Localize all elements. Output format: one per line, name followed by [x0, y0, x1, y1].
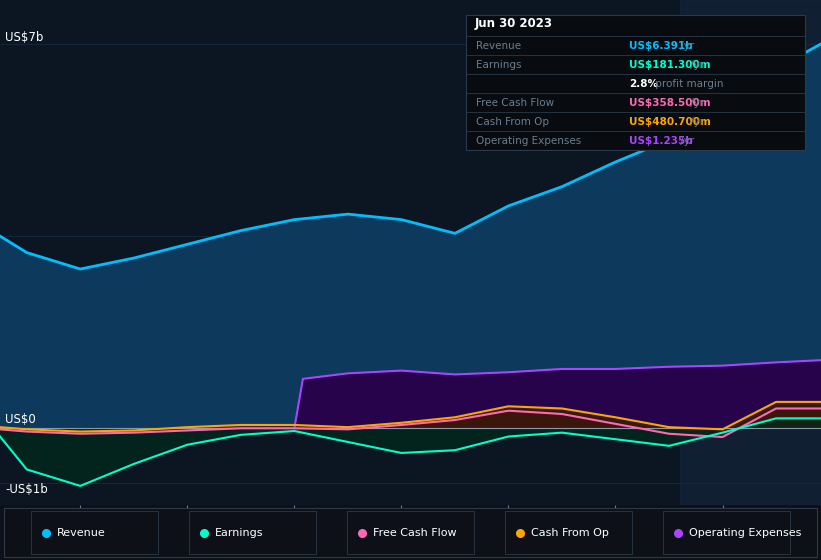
Text: /yr: /yr	[687, 116, 704, 127]
Text: Jun 30 2023: Jun 30 2023	[475, 17, 553, 30]
Text: US$1.235b: US$1.235b	[629, 136, 692, 146]
Text: Operating Expenses: Operating Expenses	[476, 136, 581, 146]
Text: US$0: US$0	[5, 413, 35, 426]
FancyBboxPatch shape	[31, 511, 158, 554]
Text: Revenue: Revenue	[476, 41, 521, 51]
Text: /yr: /yr	[677, 136, 695, 146]
FancyBboxPatch shape	[505, 511, 632, 554]
Text: US$480.700m: US$480.700m	[629, 116, 711, 127]
Text: Free Cash Flow: Free Cash Flow	[373, 528, 456, 538]
Bar	[680, 0, 821, 505]
Text: US$6.391b: US$6.391b	[629, 41, 692, 51]
Text: Cash From Op: Cash From Op	[531, 528, 609, 538]
Text: 2.8%: 2.8%	[629, 78, 658, 88]
Text: Free Cash Flow: Free Cash Flow	[476, 97, 554, 108]
FancyBboxPatch shape	[4, 508, 817, 557]
Text: Earnings: Earnings	[476, 60, 521, 69]
Text: Cash From Op: Cash From Op	[476, 116, 549, 127]
FancyBboxPatch shape	[663, 511, 790, 554]
Text: /yr: /yr	[687, 97, 704, 108]
Text: /yr: /yr	[677, 41, 695, 51]
FancyBboxPatch shape	[347, 511, 475, 554]
Text: US$358.500m: US$358.500m	[629, 97, 710, 108]
Text: Earnings: Earnings	[215, 528, 264, 538]
Text: US$7b: US$7b	[5, 31, 44, 44]
Text: Revenue: Revenue	[57, 528, 106, 538]
Text: -US$1b: -US$1b	[5, 483, 48, 496]
Text: Operating Expenses: Operating Expenses	[690, 528, 801, 538]
FancyBboxPatch shape	[189, 511, 316, 554]
Text: profit margin: profit margin	[652, 78, 723, 88]
Text: US$181.300m: US$181.300m	[629, 60, 710, 69]
Text: /yr: /yr	[687, 60, 704, 69]
